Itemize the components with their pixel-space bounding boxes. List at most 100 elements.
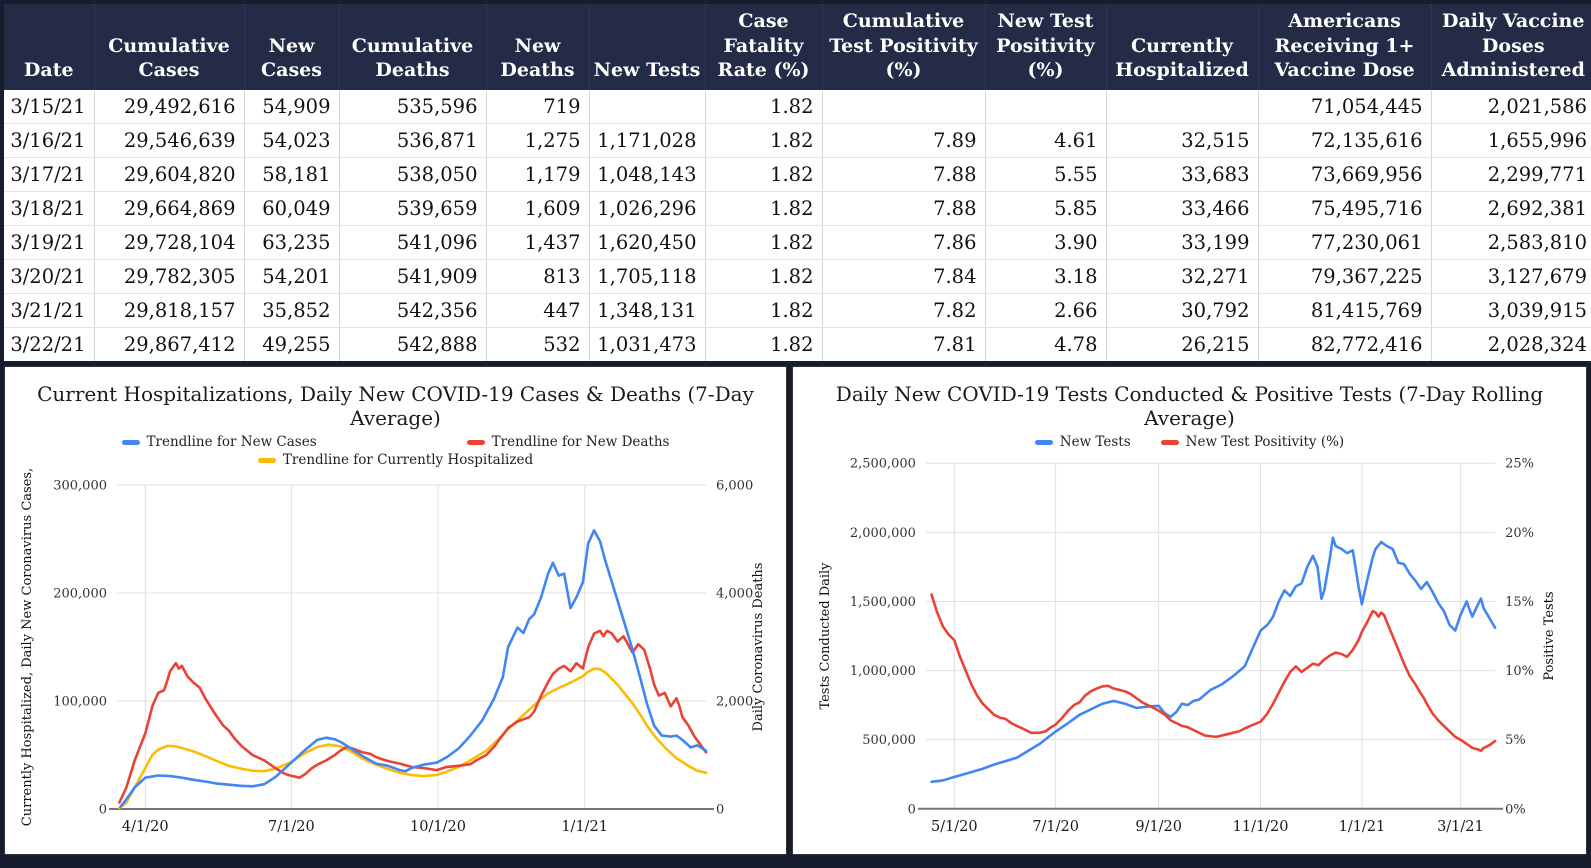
- table-cell: 2,692,381: [1431, 191, 1591, 227]
- table-cell: 5.55: [985, 157, 1107, 193]
- column-header: Daily Vaccine Doses Administered: [1431, 4, 1591, 91]
- y-right-tick-label: 5%: [1505, 733, 1526, 748]
- table-cell: 4.61: [985, 123, 1107, 159]
- table-cell: 58,181: [244, 157, 340, 193]
- table-cell: 1,031,473: [589, 327, 706, 362]
- table-cell: 54,023: [244, 123, 340, 159]
- legend-item: Trendline for New Deaths: [466, 434, 669, 450]
- y-left-tick-label: 2,000,000: [850, 526, 916, 541]
- table-cell: [589, 90, 706, 125]
- y-left-axis-title: Tests Conducted Daily: [818, 562, 833, 710]
- table-cell: 77,230,061: [1258, 225, 1432, 261]
- y-right-tick-label: 10%: [1505, 664, 1534, 679]
- x-axis-tick-label: 11/1/20: [1233, 819, 1289, 835]
- table-row: 3/19/21 29,728,104 63,235 541,096 1,437 1,620…: [4, 225, 1591, 261]
- x-axis-tick-label: 9/1/20: [1135, 819, 1182, 835]
- series-line-trendline-for-new-deaths: [118, 629, 708, 804]
- table-cell: 1,609: [486, 191, 590, 227]
- table-row: 3/18/21 29,664,869 60,049 539,659 1,609 1,026…: [4, 191, 1591, 227]
- table-cell: 1.82: [705, 259, 823, 295]
- chart-svg: 5/1/20 7/1/20 9/1/20 11/1/20 1/1/21 3/1/21 0 0%…: [818, 457, 1557, 835]
- table-row: 3/21/21 29,818,157 35,852 542,356 447 1,348,1…: [4, 293, 1591, 329]
- y-right-tick-label: 20%: [1505, 526, 1534, 541]
- x-axis-tick-label: 4/1/20: [122, 819, 169, 835]
- table-row: 3/20/21 29,782,305 54,201 541,909 813 1,705,1…: [4, 259, 1591, 295]
- table-cell: 1.82: [705, 191, 823, 227]
- table-cell: 1,705,118: [589, 259, 706, 295]
- table-cell: 1.82: [705, 90, 823, 125]
- series-line-new-tests: [930, 536, 1497, 784]
- legend-swatch-icon: [257, 457, 276, 463]
- table-cell: 3/18/21: [4, 191, 95, 227]
- column-header: New Test Positivity (%): [985, 4, 1107, 91]
- table-cell: 29,867,412: [94, 327, 245, 362]
- table-cell: 3/20/21: [4, 259, 95, 295]
- table-cell: 29,818,157: [94, 293, 245, 329]
- table-cell: 75,495,716: [1258, 191, 1432, 227]
- table-row: 3/15/21 29,492,616 54,909 535,596 719 1.82 71,…: [4, 90, 1591, 125]
- table-cell: 1,620,450: [589, 225, 706, 261]
- table-cell: 539,659: [339, 191, 487, 227]
- table-row: 3/16/21 29,546,639 54,023 536,871 1,275 1,171…: [4, 123, 1591, 159]
- y-left-tick-label: 300,000: [53, 479, 107, 494]
- table-cell: 3.18: [985, 259, 1107, 295]
- table-cell: 35,852: [244, 293, 340, 329]
- legend-swatch-icon: [121, 439, 140, 445]
- y-left-tick-label: 2,500,000: [850, 457, 916, 472]
- table-cell: 536,871: [339, 123, 487, 159]
- table-cell: 3/16/21: [4, 123, 95, 159]
- legend-label: New Tests: [1059, 434, 1131, 451]
- table-cell: 7.81: [822, 327, 986, 362]
- table-row: 3/22/21 29,867,412 49,255 542,888 532 1,031,4…: [4, 327, 1591, 362]
- table-cell: 719: [486, 90, 590, 125]
- table-cell: 3/21/21: [4, 293, 95, 329]
- x-axis-tick-label: 7/1/20: [268, 819, 315, 835]
- y-right-axis-title: Positive Tests: [1542, 592, 1557, 681]
- table-cell: 1,171,028: [589, 123, 706, 159]
- column-header: New Deaths: [486, 4, 590, 91]
- table-cell: 7.88: [822, 157, 986, 193]
- table-cell: 79,367,225: [1258, 259, 1432, 295]
- table-cell: 73,669,956: [1258, 157, 1432, 193]
- table-cell: 447: [486, 293, 590, 329]
- table-cell: 2.66: [985, 293, 1107, 329]
- table-cell: 2,583,810: [1431, 225, 1591, 261]
- table-cell: 535,596: [339, 90, 487, 125]
- table-cell: 26,215: [1106, 327, 1259, 362]
- x-axis-tick-label: 7/1/20: [1032, 819, 1079, 835]
- table-cell: 541,096: [339, 225, 487, 261]
- table-cell: 3/22/21: [4, 327, 95, 362]
- table-cell: 29,664,869: [94, 191, 245, 227]
- legend-label: New Test Positivity (%): [1185, 434, 1345, 451]
- column-header: Cumulative Deaths: [339, 4, 487, 91]
- table-cell: 33,199: [1106, 225, 1259, 261]
- table-cell: 1,179: [486, 157, 590, 193]
- x-axis-tick-label: 1/1/21: [561, 819, 608, 835]
- legend-label: Trendline for Currently Hospitalized: [282, 452, 534, 469]
- legend-swatch-icon: [1160, 439, 1179, 445]
- table-cell: 33,466: [1106, 191, 1259, 227]
- table-row: 3/17/21 29,604,820 58,181 538,050 1,179 1,048…: [4, 157, 1591, 193]
- y-left-axis-title: Currently Hospitalized, Daily New Corona…: [20, 468, 35, 826]
- table-cell: 7.82: [822, 293, 986, 329]
- charts-row: Current Hospitalizations, Daily New COVI…: [4, 366, 1587, 856]
- legend-item: New Tests: [1034, 434, 1131, 451]
- table-cell: 538,050: [339, 157, 487, 193]
- y-right-tick-label: 4,000: [716, 587, 753, 602]
- table-cell: 1,655,996: [1431, 123, 1591, 159]
- y-right-tick-label: 6,000: [716, 479, 753, 494]
- column-header: Date: [4, 4, 95, 91]
- series-line-trendline-for-new-cases: [119, 529, 708, 809]
- column-header: New Cases: [244, 4, 340, 91]
- table-cell: 1,437: [486, 225, 590, 261]
- table-cell: 542,888: [339, 327, 487, 362]
- table-cell: 542,356: [339, 293, 487, 329]
- x-axis-tick-label: 5/1/20: [931, 819, 978, 835]
- table-cell: [822, 90, 986, 125]
- table-cell: 29,728,104: [94, 225, 245, 261]
- column-header: Cumulative Cases: [94, 4, 245, 91]
- covid-data-table: Date Cumulative Cases New Cases Cumulative …: [4, 4, 1591, 362]
- chart-plot-area: 4/1/20 7/1/20 10/1/20 1/1/21 0 0 100,000 2,000 2…: [5, 468, 786, 854]
- y-right-tick-label: 2,000: [716, 695, 753, 710]
- column-header: Case Fatality Rate (%): [705, 4, 823, 91]
